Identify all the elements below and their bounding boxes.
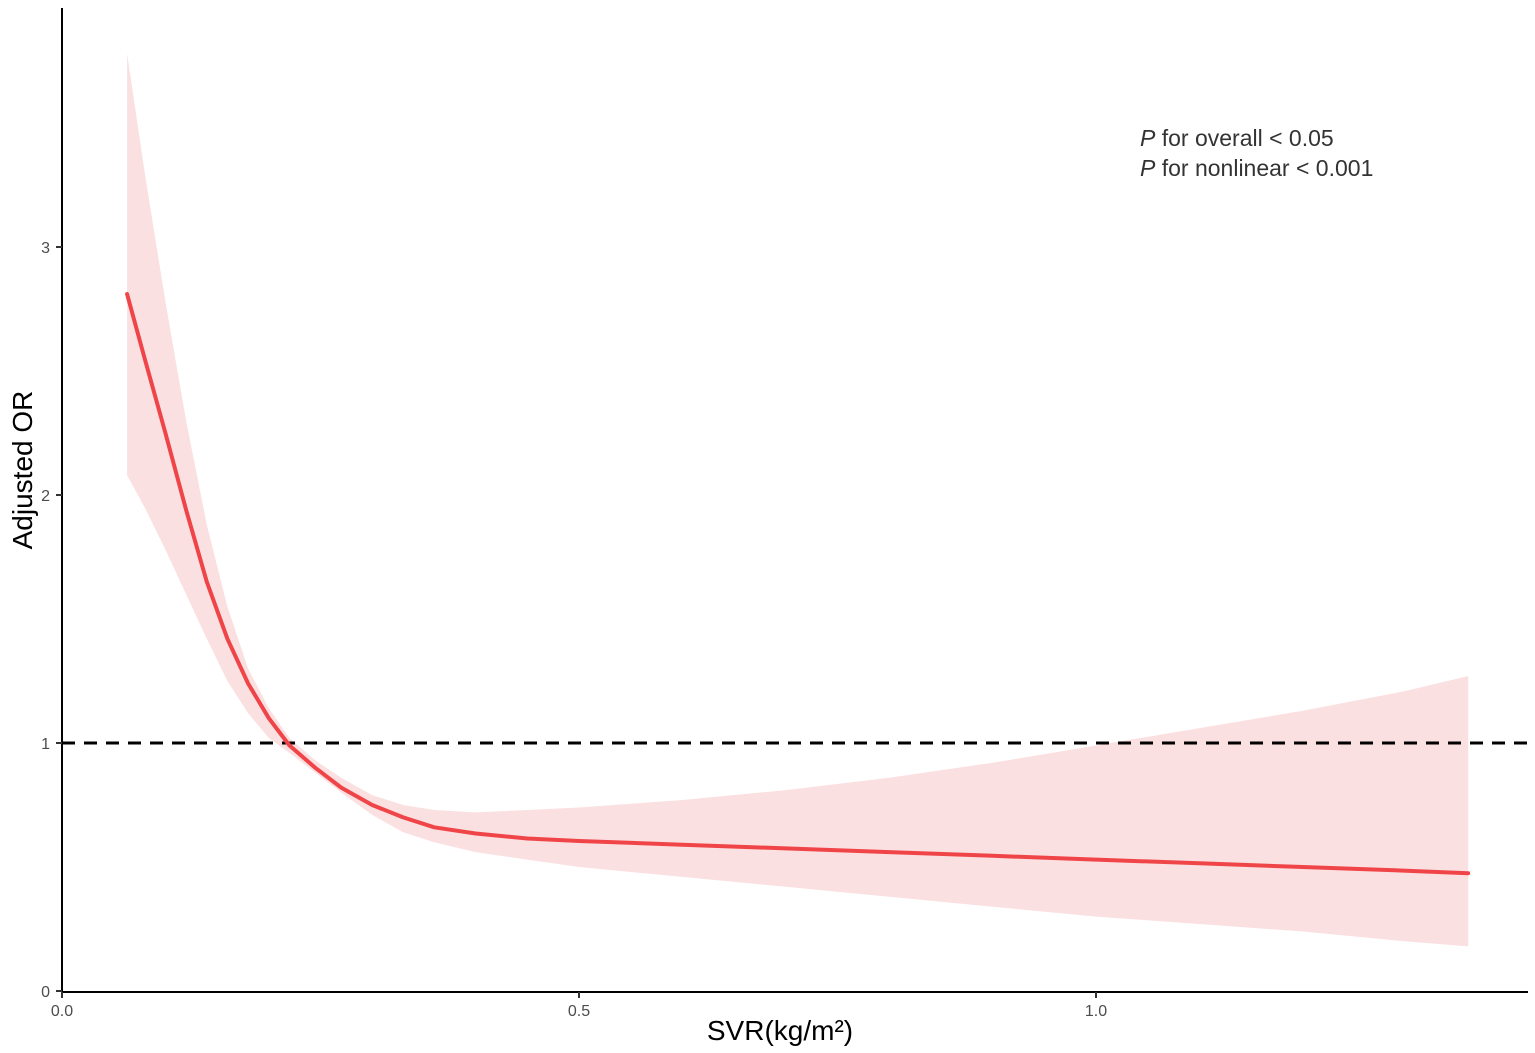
y-tick-label: 2	[41, 488, 50, 505]
x-axis-title: SVR(kg/m²)	[707, 1015, 853, 1046]
axes: 0 1 2 3 0.0 0.5 1.0	[41, 8, 1528, 1020]
y-tick-label: 3	[41, 240, 50, 257]
annotation-nonlinear: P for nonlinear < 0.001	[1140, 155, 1373, 181]
or-curve	[125, 292, 1471, 876]
annotation-nonlinear-text: for nonlinear < 0.001	[1155, 155, 1373, 181]
y-tick-label: 0	[41, 984, 50, 1001]
annotation-overall-text: for overall < 0.05	[1155, 125, 1333, 151]
y-axis-title: Adjusted OR	[7, 391, 38, 550]
confidence-band	[127, 53, 1469, 947]
x-tick-label: 1.0	[1085, 1003, 1107, 1020]
annotation-nonlinear-p: P	[1140, 155, 1156, 181]
annotation-overall: P for overall < 0.05	[1140, 125, 1334, 151]
x-tick-label: 0.0	[51, 1003, 73, 1020]
y-tick-label: 1	[41, 736, 50, 753]
x-tick-label: 0.5	[568, 1003, 590, 1020]
plot-area	[62, 53, 1528, 947]
annotation-overall-p: P	[1140, 125, 1156, 151]
